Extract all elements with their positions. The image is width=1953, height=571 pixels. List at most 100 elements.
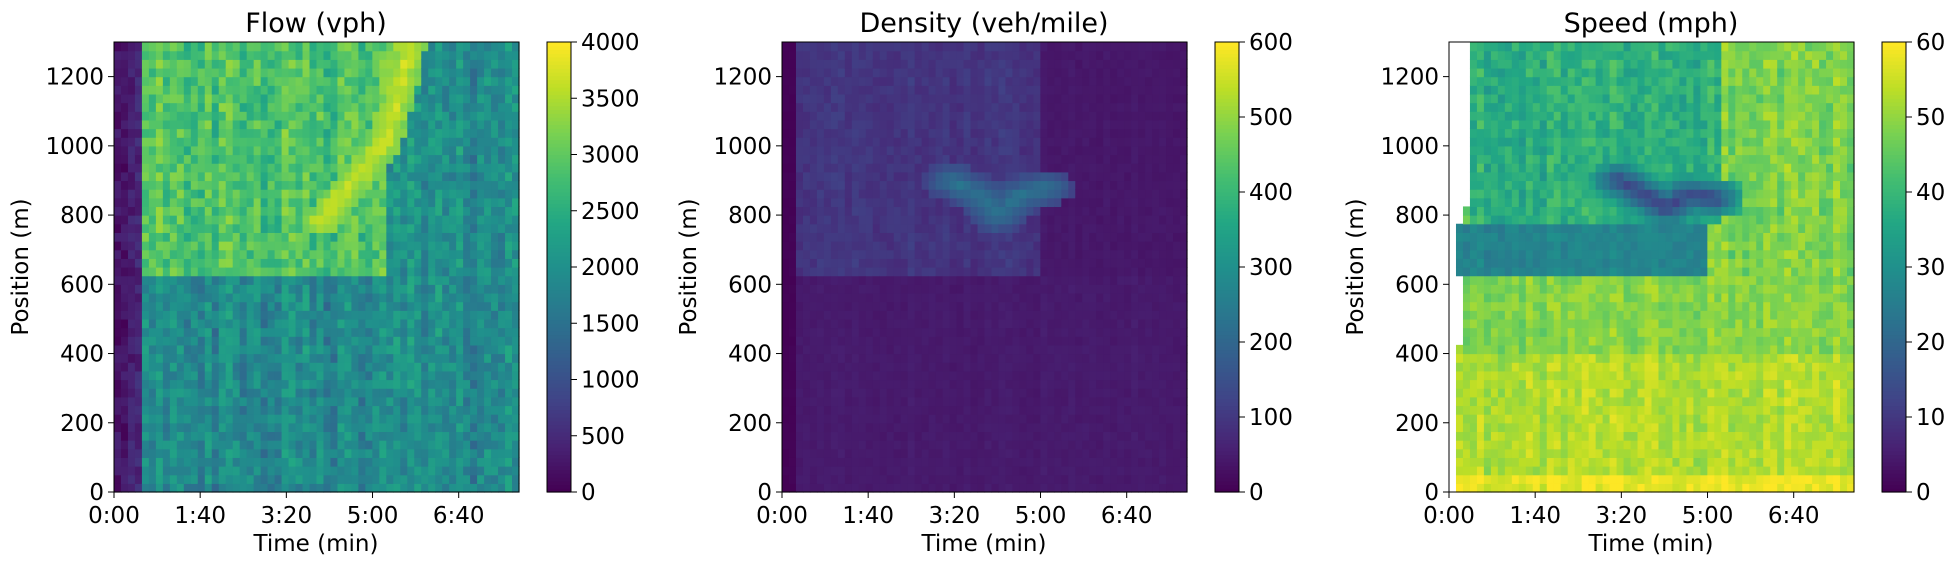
heatmap-cell — [317, 180, 325, 189]
heatmap-cell — [852, 362, 860, 371]
heatmap-cell — [379, 206, 387, 215]
heatmap-cell — [372, 137, 380, 146]
heatmap-cell — [323, 68, 331, 77]
heatmap-cell — [351, 215, 359, 224]
heatmap-cell — [845, 111, 853, 120]
heatmap-cell — [957, 267, 965, 276]
colorbar-segment — [547, 140, 571, 144]
heatmap-cell — [163, 189, 171, 198]
heatmap-cell — [866, 414, 874, 423]
heatmap-cell — [929, 267, 937, 276]
heatmap-cell — [491, 397, 499, 406]
heatmap-cell — [198, 51, 206, 60]
heatmap-cell — [852, 457, 860, 466]
heatmap-cell — [449, 42, 457, 51]
flow-heatmap — [114, 42, 520, 493]
heatmap-cell — [421, 59, 429, 68]
heatmap-cell — [142, 163, 150, 172]
heatmap-cell — [498, 371, 506, 380]
heatmap-cell — [268, 310, 276, 319]
heatmap-cell — [317, 137, 325, 146]
heatmap-cell — [957, 388, 965, 397]
heatmap-cell — [400, 284, 408, 293]
heatmap-cell — [978, 224, 986, 233]
heatmap-cell — [796, 241, 804, 250]
heatmap-cell — [484, 180, 492, 189]
heatmap-cell — [372, 371, 380, 380]
heatmap-cell — [852, 198, 860, 207]
heatmap-cell — [268, 172, 276, 181]
heatmap-cell — [233, 111, 241, 120]
heatmap-cell — [393, 293, 401, 302]
heatmap-cell — [978, 129, 986, 138]
heatmap-cell — [470, 336, 478, 345]
heatmap-cell — [358, 302, 366, 311]
heatmap-cell — [184, 284, 192, 293]
heatmap-cell — [310, 440, 318, 449]
heatmap-cell — [240, 449, 248, 458]
heatmap-cell — [894, 414, 902, 423]
heatmap-cell — [838, 129, 846, 138]
heatmap-cell — [393, 302, 401, 311]
heatmap-cell — [365, 137, 373, 146]
heatmap-cell — [170, 51, 178, 60]
heatmap-cell — [1019, 405, 1027, 414]
heatmap-cell — [929, 180, 937, 189]
heatmap-cell — [991, 103, 999, 112]
heatmap-cell — [477, 51, 485, 60]
heatmap-cell — [275, 466, 283, 475]
heatmap-cell — [372, 232, 380, 241]
heatmap-cell — [289, 362, 297, 371]
heatmap-cell — [803, 59, 811, 68]
heatmap-cell — [191, 155, 199, 164]
heatmap-cell — [1012, 232, 1020, 241]
heatmap-cell — [950, 302, 958, 311]
heatmap-cell — [803, 198, 811, 207]
heatmap-cell — [135, 371, 143, 380]
heatmap-cell — [261, 146, 269, 155]
colorbar-segment — [547, 462, 571, 466]
heatmap-cell — [887, 397, 895, 406]
heatmap-cell — [964, 189, 972, 198]
heatmap-cell — [358, 77, 366, 86]
heatmap-cell — [442, 258, 450, 267]
heatmap-cell — [289, 68, 297, 77]
heatmap-cell — [163, 137, 171, 146]
heatmap-cell — [330, 336, 338, 345]
heatmap-cell — [323, 354, 331, 363]
heatmap-cell — [908, 146, 916, 155]
heatmap-cell — [887, 336, 895, 345]
heatmap-cell — [824, 111, 832, 120]
heatmap-cell — [449, 328, 457, 337]
heatmap-cell — [859, 224, 867, 233]
heatmap-cell — [317, 94, 325, 103]
heatmap-cell — [254, 258, 262, 267]
heatmap-cell — [261, 189, 269, 198]
heatmap-cell — [191, 276, 199, 285]
heatmap-cell — [915, 449, 923, 458]
heatmap-cell — [407, 103, 415, 112]
heatmap-cell — [289, 276, 297, 285]
heatmap-cell — [121, 77, 129, 86]
heatmap-cell — [317, 42, 325, 51]
heatmap-cell — [498, 59, 506, 68]
heatmap-cell — [971, 483, 979, 492]
heatmap-cell — [470, 362, 478, 371]
heatmap-cell — [1019, 466, 1027, 475]
heatmap-cell — [950, 457, 958, 466]
heatmap-cell — [303, 354, 311, 363]
heatmap-cell — [971, 68, 979, 77]
heatmap-cell — [456, 232, 464, 241]
heatmap-cell — [254, 163, 262, 172]
heatmap-cell — [337, 354, 345, 363]
heatmap-cell — [240, 155, 248, 164]
colorbar-segment — [547, 421, 571, 425]
heatmap-cell — [873, 414, 881, 423]
heatmap-cell — [873, 129, 881, 138]
heatmap-cell — [170, 120, 178, 129]
heatmap-cell — [512, 111, 520, 120]
heatmap-cell — [310, 302, 318, 311]
heatmap-cell — [358, 155, 366, 164]
heatmap-cell — [121, 466, 129, 475]
heatmap-cell — [915, 146, 923, 155]
